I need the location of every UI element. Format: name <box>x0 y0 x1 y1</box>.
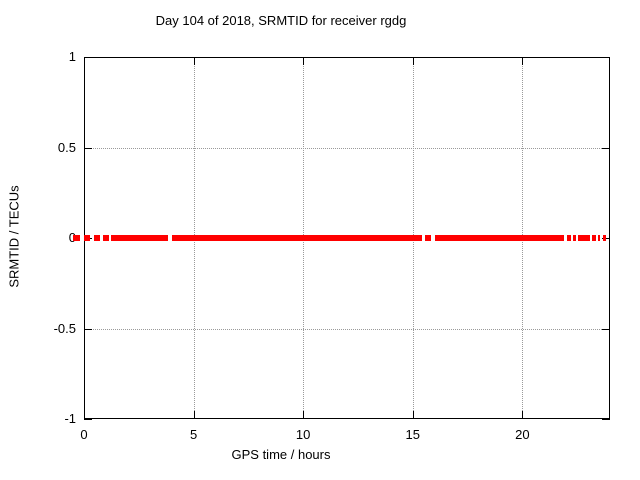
x-tick-mark <box>412 411 414 419</box>
y-tick-label: 1 <box>68 49 76 64</box>
chart-title: Day 104 of 2018, SRMTID for receiver rgd… <box>155 13 407 28</box>
y-tick-label: 0.5 <box>57 139 76 155</box>
data-segment <box>94 235 101 241</box>
data-segment <box>424 235 432 241</box>
y-tick-mark <box>602 147 610 149</box>
x-tick-mark <box>303 411 305 419</box>
y-tick-mark <box>602 328 610 330</box>
data-segment <box>567 235 571 241</box>
x-tick-mark <box>522 57 524 65</box>
y-gridline <box>84 147 610 149</box>
y-axis-label: SRMTID / TECUs <box>6 185 22 288</box>
x-tick-label: 10 <box>295 427 311 442</box>
x-axis-label: GPS time / hours <box>231 447 331 462</box>
x-tick-mark <box>303 57 305 65</box>
x-tick-label: 20 <box>515 427 530 442</box>
y-tick-mark <box>84 57 92 58</box>
x-tick-label: 0 <box>80 427 88 442</box>
x-tick-mark <box>193 411 195 419</box>
y-gridline <box>84 328 610 330</box>
data-segment <box>73 235 81 241</box>
data-segment <box>602 235 607 241</box>
data-segment <box>592 235 596 241</box>
data-segment <box>171 235 422 241</box>
y-tick-mark <box>602 419 610 420</box>
data-segment <box>110 235 169 241</box>
x-tick-mark <box>412 57 414 65</box>
y-tick-mark <box>84 147 92 149</box>
data-segment <box>597 235 601 241</box>
x-tick-mark <box>522 411 524 419</box>
x-tick-mark <box>84 411 85 419</box>
data-segment <box>84 235 90 241</box>
y-tick-mark <box>602 57 610 58</box>
y-tick-label: -0.5 <box>53 320 76 336</box>
data-segment <box>434 235 565 241</box>
x-tick-label: 15 <box>405 427 420 442</box>
x-tick-mark <box>84 57 85 65</box>
y-tick-label: -1 <box>64 411 76 426</box>
x-tick-label: 5 <box>189 427 198 442</box>
data-segment <box>577 235 590 241</box>
y-tick-label: 0 <box>32 230 76 245</box>
y-tick-mark <box>84 419 92 420</box>
y-tick-mark <box>84 328 92 330</box>
x-tick-mark <box>193 57 195 65</box>
data-segment <box>102 235 109 241</box>
data-segment <box>573 235 577 241</box>
